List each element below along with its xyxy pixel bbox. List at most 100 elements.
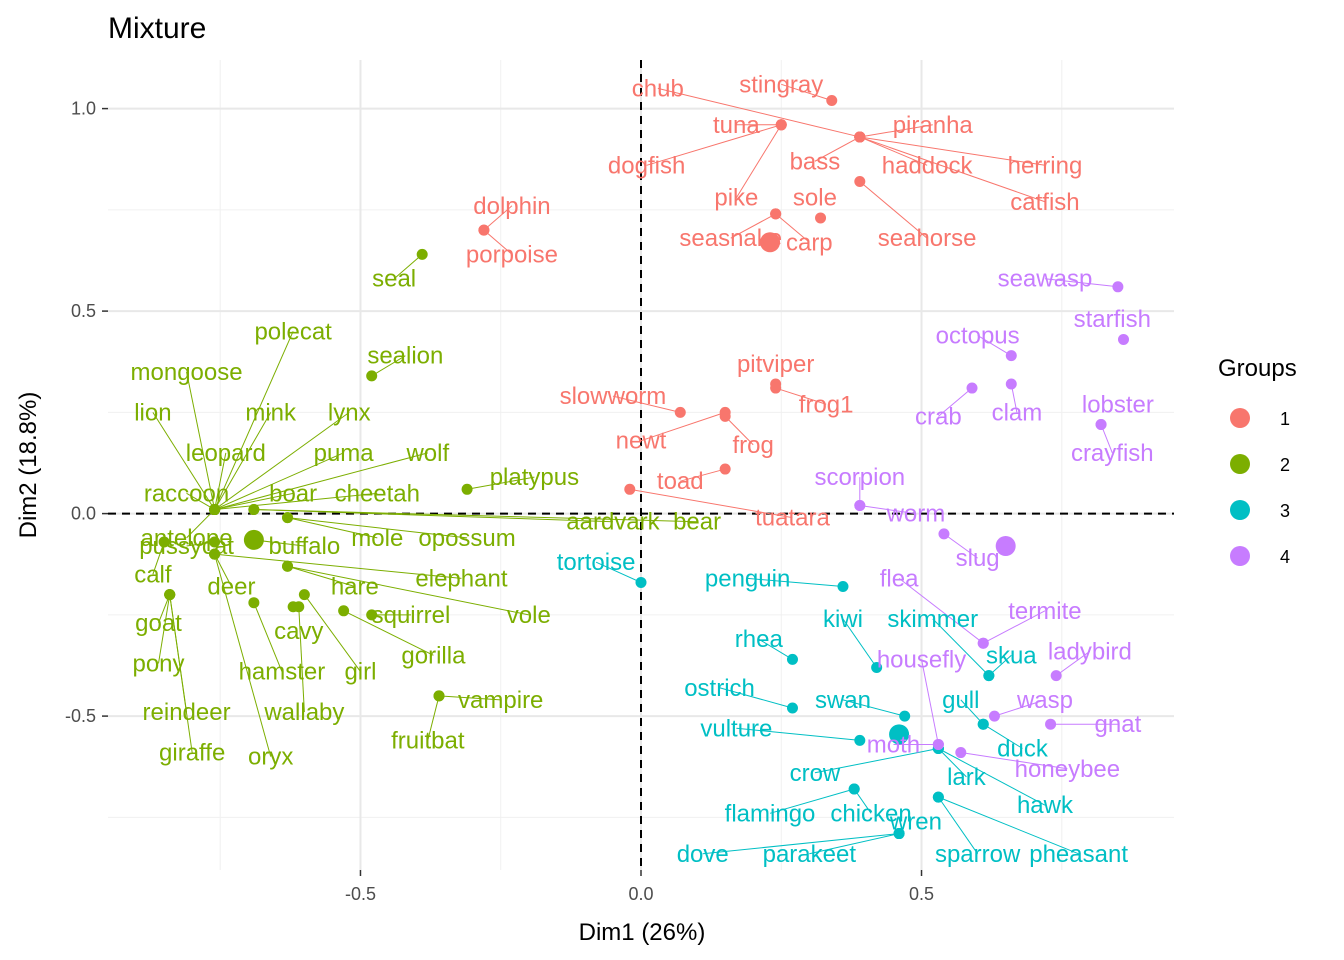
label-moth: moth <box>867 731 920 758</box>
point-starfish <box>1118 333 1130 345</box>
leader-slug <box>943 533 978 559</box>
leader-bass <box>814 136 861 162</box>
leader-antelope <box>186 509 215 539</box>
leader-penguin <box>747 577 844 587</box>
label-haddock: haddock <box>882 152 974 179</box>
label-deer: deer <box>207 574 255 601</box>
leader-termite <box>983 610 1046 644</box>
leader-ostrich <box>719 687 793 709</box>
label-cavy: cavy <box>274 618 323 645</box>
point-platypus <box>461 483 473 495</box>
label-opossum: opossum <box>418 525 515 552</box>
label-newt: newt <box>616 428 667 455</box>
leader-oryx <box>214 553 272 757</box>
label-wasp: wasp <box>1016 687 1073 714</box>
label-tuatara: tuatara <box>755 505 830 532</box>
point-crab <box>966 382 978 394</box>
label-skua: skua <box>986 642 1037 669</box>
point-honeybee <box>955 747 967 759</box>
point-rhea <box>786 653 798 665</box>
legend-key-4 <box>1230 546 1250 566</box>
label-lark: lark <box>947 764 987 791</box>
chart-title: Mixture <box>108 12 206 45</box>
leader-ladybird <box>1055 650 1091 677</box>
centroid-group-1 <box>760 232 781 253</box>
leader-wallaby <box>298 606 305 713</box>
label-dove: dove <box>677 841 729 868</box>
label-termite: termite <box>1008 598 1081 625</box>
leader-dolphin <box>483 205 513 231</box>
point-duck <box>977 718 989 730</box>
leader-dove <box>702 833 900 855</box>
point-clam <box>1005 378 1017 390</box>
label-parakeet: parakeet <box>763 841 857 868</box>
point-giraffe <box>164 589 176 601</box>
label-girl: girl <box>344 659 376 686</box>
leader-lark <box>938 748 967 778</box>
point-sole <box>815 212 827 224</box>
leader-pony <box>158 594 171 664</box>
point-slug <box>938 528 950 540</box>
leader-catfish <box>859 136 1046 203</box>
point-calf <box>158 536 170 548</box>
point-stingray <box>826 95 838 106</box>
label-boar: boar <box>269 480 317 507</box>
label-housefly: housefly <box>877 646 966 673</box>
label-oryx: oryx <box>248 744 293 771</box>
label-hamster: hamster <box>239 659 326 686</box>
label-seawasp: seawasp <box>998 266 1093 293</box>
leader-opossum <box>287 517 468 539</box>
legend-label-4: 4 <box>1280 547 1290 567</box>
point-crayfish <box>1095 419 1107 430</box>
leader-haddock <box>859 136 928 166</box>
leader-stingray <box>781 83 832 101</box>
leader-tuatara <box>629 488 793 519</box>
leader-wasp <box>994 699 1046 717</box>
label-clam: clam <box>992 399 1043 426</box>
label-chicken: chicken <box>830 800 911 827</box>
leader-girl <box>303 594 361 672</box>
leader-mole <box>287 517 378 539</box>
label-frog: frog <box>733 432 774 459</box>
x-axis-ticks: -0.5 0.0 0.5 <box>345 870 934 904</box>
centroid-group-3 <box>889 724 910 745</box>
leader-vampire <box>438 695 501 701</box>
leader-duck <box>982 723 1023 749</box>
point-sealion <box>366 370 378 382</box>
leader-honeybee <box>960 752 1068 770</box>
label-seahorse: seahorse <box>878 225 977 252</box>
legend-label-2: 2 <box>1280 455 1290 475</box>
leader-calf <box>152 541 165 575</box>
label-gnat: gnat <box>1095 711 1142 738</box>
y-axis-title: Dim2 (18.8%) <box>15 392 42 539</box>
leader-crow <box>814 748 939 774</box>
label-dogfish: dogfish <box>608 152 685 179</box>
label-flea: flea <box>880 565 919 592</box>
leader-giraffe <box>169 594 193 753</box>
leader-toad <box>680 468 726 482</box>
leader-sealion <box>371 355 406 377</box>
leader-elephant <box>214 553 462 579</box>
point-skua <box>983 670 995 682</box>
label-bear: bear <box>673 509 721 536</box>
label-pitviper: pitviper <box>737 351 814 378</box>
x-tick-label: 0.5 <box>909 884 934 904</box>
label-crayfish: crayfish <box>1071 440 1154 467</box>
reference-lines <box>108 60 1174 870</box>
point-swan <box>899 710 911 722</box>
leader-chub <box>657 87 860 138</box>
label-vulture: vulture <box>700 715 772 742</box>
label-slowworm: slowworm <box>560 383 667 410</box>
label-slug: slug <box>956 545 1000 572</box>
point-pheasant <box>932 791 944 803</box>
legend-title: Groups <box>1218 355 1297 382</box>
point-porpoise <box>478 224 490 236</box>
label-kiwi: kiwi <box>823 606 863 633</box>
group-centroids <box>243 232 1016 745</box>
leader-hare <box>287 565 356 587</box>
point-vole <box>282 560 294 572</box>
legend-key-1 <box>1230 408 1250 428</box>
label-goat: goat <box>135 610 182 637</box>
label-sealion: sealion <box>367 343 443 370</box>
label-frog1: frog1 <box>799 391 854 418</box>
